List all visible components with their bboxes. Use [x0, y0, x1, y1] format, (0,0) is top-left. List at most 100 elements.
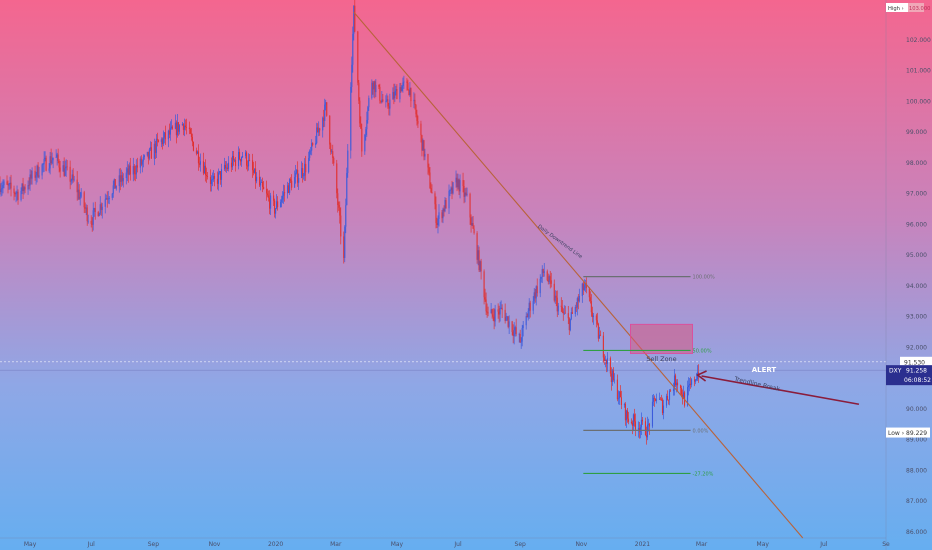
price-tick-label: 88.000 [906, 467, 927, 474]
candle-body [501, 307, 503, 310]
candle-body [554, 295, 556, 301]
candle-body [127, 168, 129, 175]
candle-body [308, 157, 310, 173]
candle-body [359, 100, 361, 124]
daily-downtrend-line[interactable] [353, 11, 804, 539]
candle-body [295, 172, 297, 178]
time-tick-label: Sep [515, 541, 527, 548]
candle-body [421, 135, 423, 151]
candle-body [64, 168, 66, 176]
candle-body [31, 170, 33, 179]
candle-body [372, 82, 374, 90]
candle-body [689, 383, 691, 386]
candle-body [371, 82, 373, 98]
candle-body [224, 164, 227, 169]
candle-body [136, 165, 138, 168]
price-tick-label: 96.000 [906, 221, 927, 228]
candle-body [316, 127, 318, 144]
candle-body [14, 193, 16, 195]
candle-body [442, 208, 444, 219]
candle-body [679, 385, 682, 388]
candle-body [414, 99, 416, 105]
candle-body [637, 428, 639, 430]
candle-body [197, 151, 199, 164]
candle-body [605, 359, 607, 364]
trendline-break-label: Trendline Break [733, 375, 781, 393]
sell-zone-box[interactable] [630, 323, 693, 354]
candle-body [73, 179, 75, 181]
candle-body [485, 299, 487, 312]
candle-body [591, 312, 593, 318]
candle-body [183, 125, 185, 130]
candle-body [365, 129, 367, 135]
candle-body [487, 312, 489, 314]
high-badge-bg [886, 3, 908, 12]
candle-body [317, 127, 319, 133]
candle-body [560, 305, 562, 307]
candle-body [623, 403, 625, 405]
candle-body [407, 82, 409, 91]
candle-body [682, 392, 685, 399]
high-value-bg [908, 3, 924, 12]
time-tick-label: Mar [696, 541, 708, 548]
candle-body [381, 99, 383, 103]
candle-body [385, 101, 387, 102]
candle-body [428, 167, 430, 173]
candle-body [318, 128, 320, 133]
candle-body [161, 139, 163, 145]
candle-body [211, 179, 214, 181]
candle-body [568, 318, 570, 331]
candle-body [546, 271, 548, 281]
candle-body [97, 212, 99, 217]
candle-body [331, 151, 333, 152]
candle-body [240, 157, 243, 162]
candle-body [56, 154, 58, 158]
candle-body [647, 423, 650, 425]
candle-body [364, 134, 366, 152]
candle-body [583, 285, 585, 291]
candle-body [225, 167, 228, 169]
candle-body [176, 122, 178, 136]
candle-body [42, 164, 44, 165]
candle-body [668, 390, 671, 400]
candle-body [627, 418, 629, 422]
candle-body [322, 117, 324, 131]
candle-body [431, 192, 433, 194]
candle-body [94, 208, 96, 213]
candle-body [630, 421, 632, 423]
candle-body [410, 87, 412, 102]
candle-body [9, 182, 11, 185]
candle-body [655, 399, 658, 401]
candle-body [563, 312, 565, 314]
candle-body [312, 143, 314, 145]
candle-body [493, 316, 495, 322]
candle-body [588, 288, 590, 298]
candle-body [592, 315, 594, 318]
candle-body [270, 195, 272, 209]
candle-body [401, 85, 403, 92]
candle-body [420, 123, 422, 136]
price-tick-label: 87.000 [906, 498, 927, 505]
overlays-layer: Daily Downtrend Line Sell Zone 100.00% 50.0… [0, 11, 886, 539]
candle-body [680, 387, 683, 395]
price-tick-label: 92.000 [906, 344, 927, 351]
candle-body [486, 311, 488, 313]
last-price-label: 91.258 [906, 368, 927, 375]
candle-body [541, 269, 543, 277]
candle-body [219, 171, 222, 180]
candle-body [648, 423, 651, 427]
price-tick-label: 102.000 [906, 37, 931, 44]
candle-body [262, 182, 264, 187]
candle-body [199, 161, 202, 165]
candle-body [143, 155, 145, 158]
candle-body [508, 321, 510, 327]
candle-body [569, 318, 571, 331]
candle-body [298, 178, 300, 183]
candle-body [564, 312, 566, 314]
candle-body [506, 316, 508, 318]
candle-body [63, 165, 65, 176]
candle-body [189, 128, 191, 134]
trendline-break-arrow[interactable] [701, 375, 860, 406]
